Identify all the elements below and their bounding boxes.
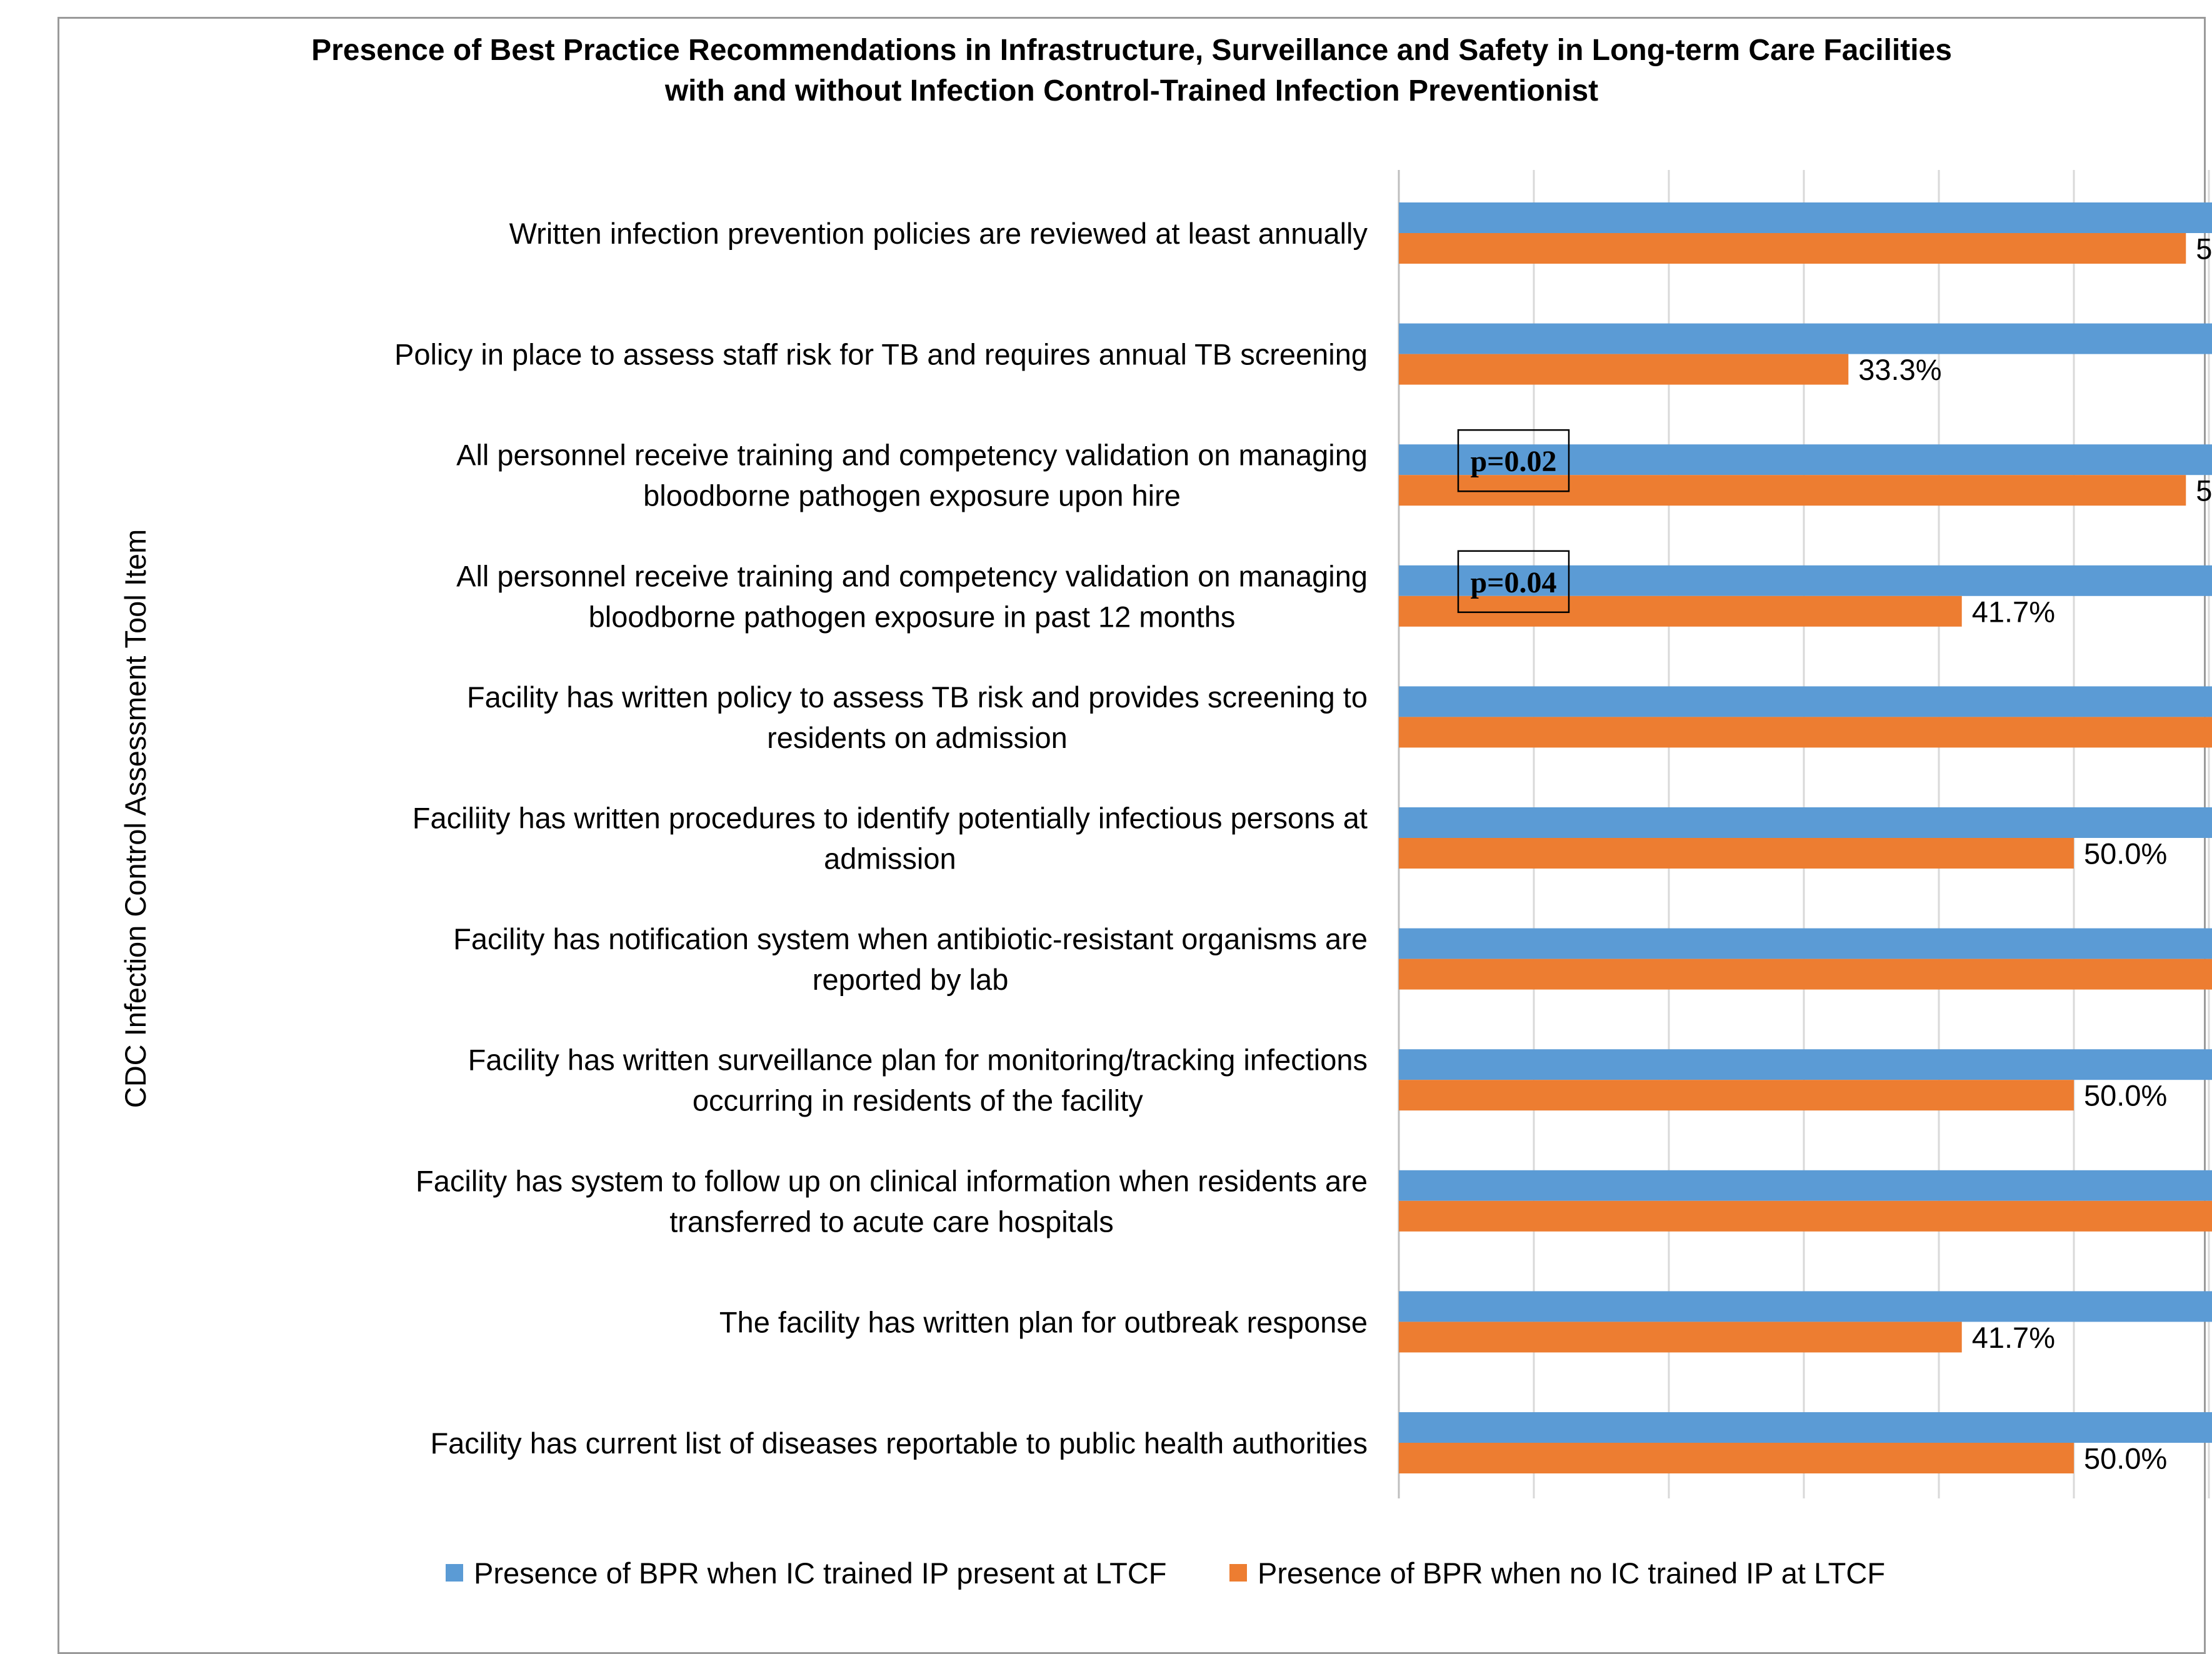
- bar: [1399, 807, 2212, 838]
- chart-title-line-1: Presence of Best Practice Recommendation…: [311, 34, 1952, 67]
- legend-label: Presence of BPR when no IC trained IP at…: [1258, 1557, 1885, 1590]
- bar: [1399, 354, 1849, 385]
- category-label-line: admission: [824, 842, 956, 875]
- category-label-line: bloodborne pathogen exposure upon hire: [643, 479, 1181, 512]
- p-value-label: p=0.04: [1470, 566, 1556, 599]
- bar: [1399, 686, 2212, 717]
- bar: [1399, 1322, 1962, 1353]
- bar: [1399, 1412, 2212, 1443]
- chart-title-line-2: with and without Infection Control-Train…: [664, 74, 1599, 107]
- bar: [1399, 1291, 2212, 1322]
- category-label: Faciliity has written procedures to iden…: [413, 802, 1368, 875]
- category-label-line: reported by lab: [813, 963, 1009, 996]
- data-label: 50.0%: [2084, 837, 2167, 870]
- category-label: Facility has current list of diseases re…: [430, 1427, 1368, 1460]
- legend: Presence of BPR when IC trained IP prese…: [446, 1557, 1885, 1590]
- category-label-line: residents on admission: [767, 721, 1068, 754]
- data-label: 50.0%: [2084, 1442, 2167, 1475]
- p-value-box: [1457, 429, 1570, 492]
- bar: [1399, 444, 2212, 476]
- data-label: 50.0%: [2084, 1079, 2167, 1112]
- category-label: Policy in place to assess staff risk for…: [394, 338, 1368, 371]
- category-label-line: occurring in residents of the facility: [693, 1084, 1143, 1117]
- bar: [1399, 838, 2074, 869]
- p-value-box: [1457, 550, 1570, 614]
- category-label: All personnel receive training and compe…: [456, 559, 1368, 633]
- category-label-line: Facility has notification system when an…: [453, 922, 1368, 955]
- annotations: p=0.02 p=0.04: [1457, 429, 1570, 614]
- bar: [1399, 928, 2212, 959]
- bar: [1399, 565, 2212, 596]
- category-label: Facility has notification system when an…: [453, 922, 1368, 996]
- chart-title: Presence of Best Practice Recommendation…: [58, 30, 2206, 111]
- data-label: 41.7%: [1972, 1321, 2055, 1354]
- value-labels: 77.8%58.3%61.1%33.3%94.4%58.3%83.3%41.7%…: [1858, 232, 2212, 1475]
- data-label: 41.7%: [1972, 595, 2055, 628]
- bar: [1399, 1049, 2212, 1080]
- category-label-line: All personnel receive training and compe…: [456, 439, 1368, 472]
- category-label-line: Policy in place to assess staff risk for…: [394, 338, 1368, 371]
- data-label: 33.3%: [1858, 353, 1941, 386]
- category-label-line: Facility has written policy to assess TB…: [467, 680, 1368, 714]
- category-label: The facility has written plan for outbre…: [719, 1305, 1368, 1338]
- bar: [1399, 717, 2212, 748]
- bar: [1399, 1443, 2074, 1473]
- bar: [1399, 233, 2186, 264]
- category-label-line: Faciliity has written procedures to iden…: [413, 802, 1368, 835]
- category-label-line: Written infection prevention policies ar…: [509, 217, 1368, 250]
- category-label-line: All personnel receive training and compe…: [456, 559, 1368, 592]
- bar: [1399, 595, 1962, 627]
- category-label: Written infection prevention policies ar…: [509, 217, 1368, 250]
- bars: [1399, 202, 2212, 1473]
- category-label: Facility has system to follow up on clin…: [416, 1164, 1368, 1238]
- legend-swatch: [1229, 1564, 1247, 1582]
- p-value-label: p=0.02: [1470, 445, 1556, 478]
- bar: [1399, 959, 2212, 990]
- category-label-line: Facility has current list of diseases re…: [430, 1427, 1368, 1460]
- category-label-line: bloodborne pathogen exposure in past 12 …: [589, 600, 1236, 633]
- y-axis-title: CDC Infection Control Assessment Tool It…: [119, 529, 152, 1108]
- category-label-line: Facility has written surveillance plan f…: [468, 1044, 1368, 1077]
- bar: [1399, 1200, 2212, 1232]
- bar: [1399, 1080, 2074, 1111]
- legend-swatch: [446, 1564, 463, 1582]
- legend-label: Presence of BPR when IC trained IP prese…: [474, 1557, 1167, 1590]
- data-label: 58.3%: [2196, 474, 2212, 507]
- bar: [1399, 323, 2212, 354]
- category-labels: Written infection prevention policies ar…: [394, 217, 1368, 1460]
- category-label: All personnel receive training and compe…: [456, 439, 1368, 512]
- bar: [1399, 202, 2212, 233]
- data-label: 58.3%: [2196, 232, 2212, 266]
- category-label-line: Facility has system to follow up on clin…: [416, 1164, 1368, 1197]
- bar: [1399, 475, 2186, 506]
- category-label: Facility has written surveillance plan f…: [468, 1044, 1368, 1117]
- category-label: Facility has written policy to assess TB…: [467, 680, 1368, 754]
- category-label-line: transferred to acute care hospitals: [669, 1205, 1114, 1238]
- category-label-line: The facility has written plan for outbre…: [719, 1305, 1368, 1338]
- bar: [1399, 1170, 2212, 1201]
